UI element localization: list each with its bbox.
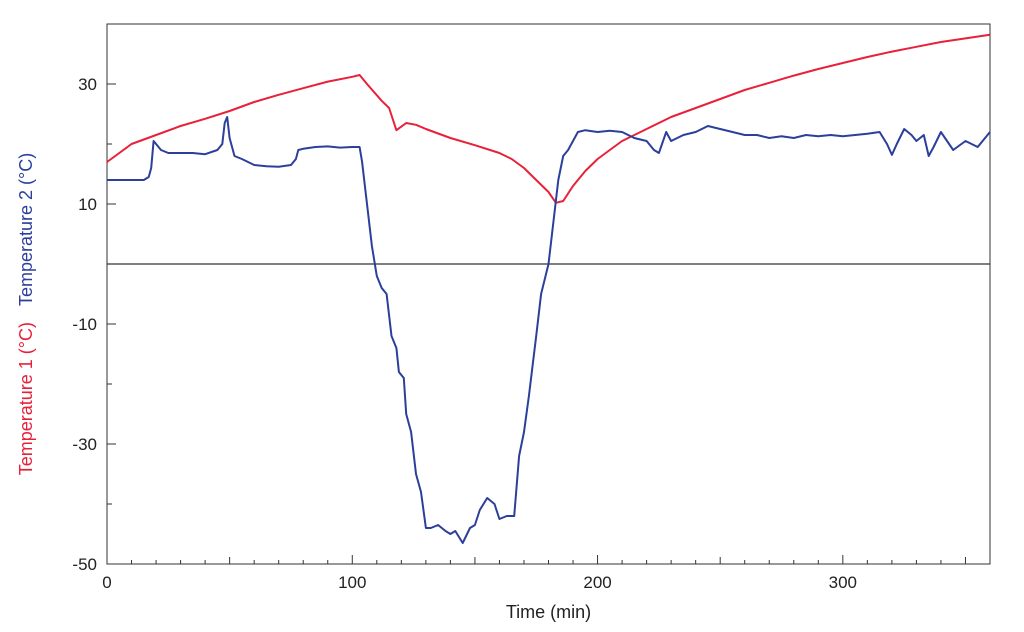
- y-axis-label-part: Temperature 2 (°C): [16, 153, 36, 306]
- y-tick-label: 10: [78, 195, 97, 214]
- plot-frame: [106, 23, 991, 565]
- y-tick-label: -30: [72, 435, 97, 454]
- y-tick-label: -50: [72, 555, 97, 574]
- y-tick-label: -10: [72, 315, 97, 334]
- series-lines: [106, 33, 991, 544]
- series-line-2: [107, 116, 991, 544]
- series-line-1: [106, 33, 991, 204]
- x-tick-label: 200: [583, 573, 611, 592]
- y-axis-ticks: -50 -30 -10 10 30: [72, 23, 116, 574]
- x-axis-label: Time (min): [506, 602, 591, 622]
- y-tick-label: 30: [78, 75, 97, 94]
- x-tick-label: 300: [829, 573, 857, 592]
- y-axis-label-part: Temperature 1 (°C): [16, 322, 36, 475]
- plot-border: [106, 23, 991, 565]
- y-axis-label: Temperature 1 (°C) Temperature 2 (°C): [16, 153, 36, 476]
- x-tick-label: 0: [102, 573, 111, 592]
- x-axis-ticks: 0 100 200 300: [102, 555, 991, 592]
- x-tick-label: 100: [338, 573, 366, 592]
